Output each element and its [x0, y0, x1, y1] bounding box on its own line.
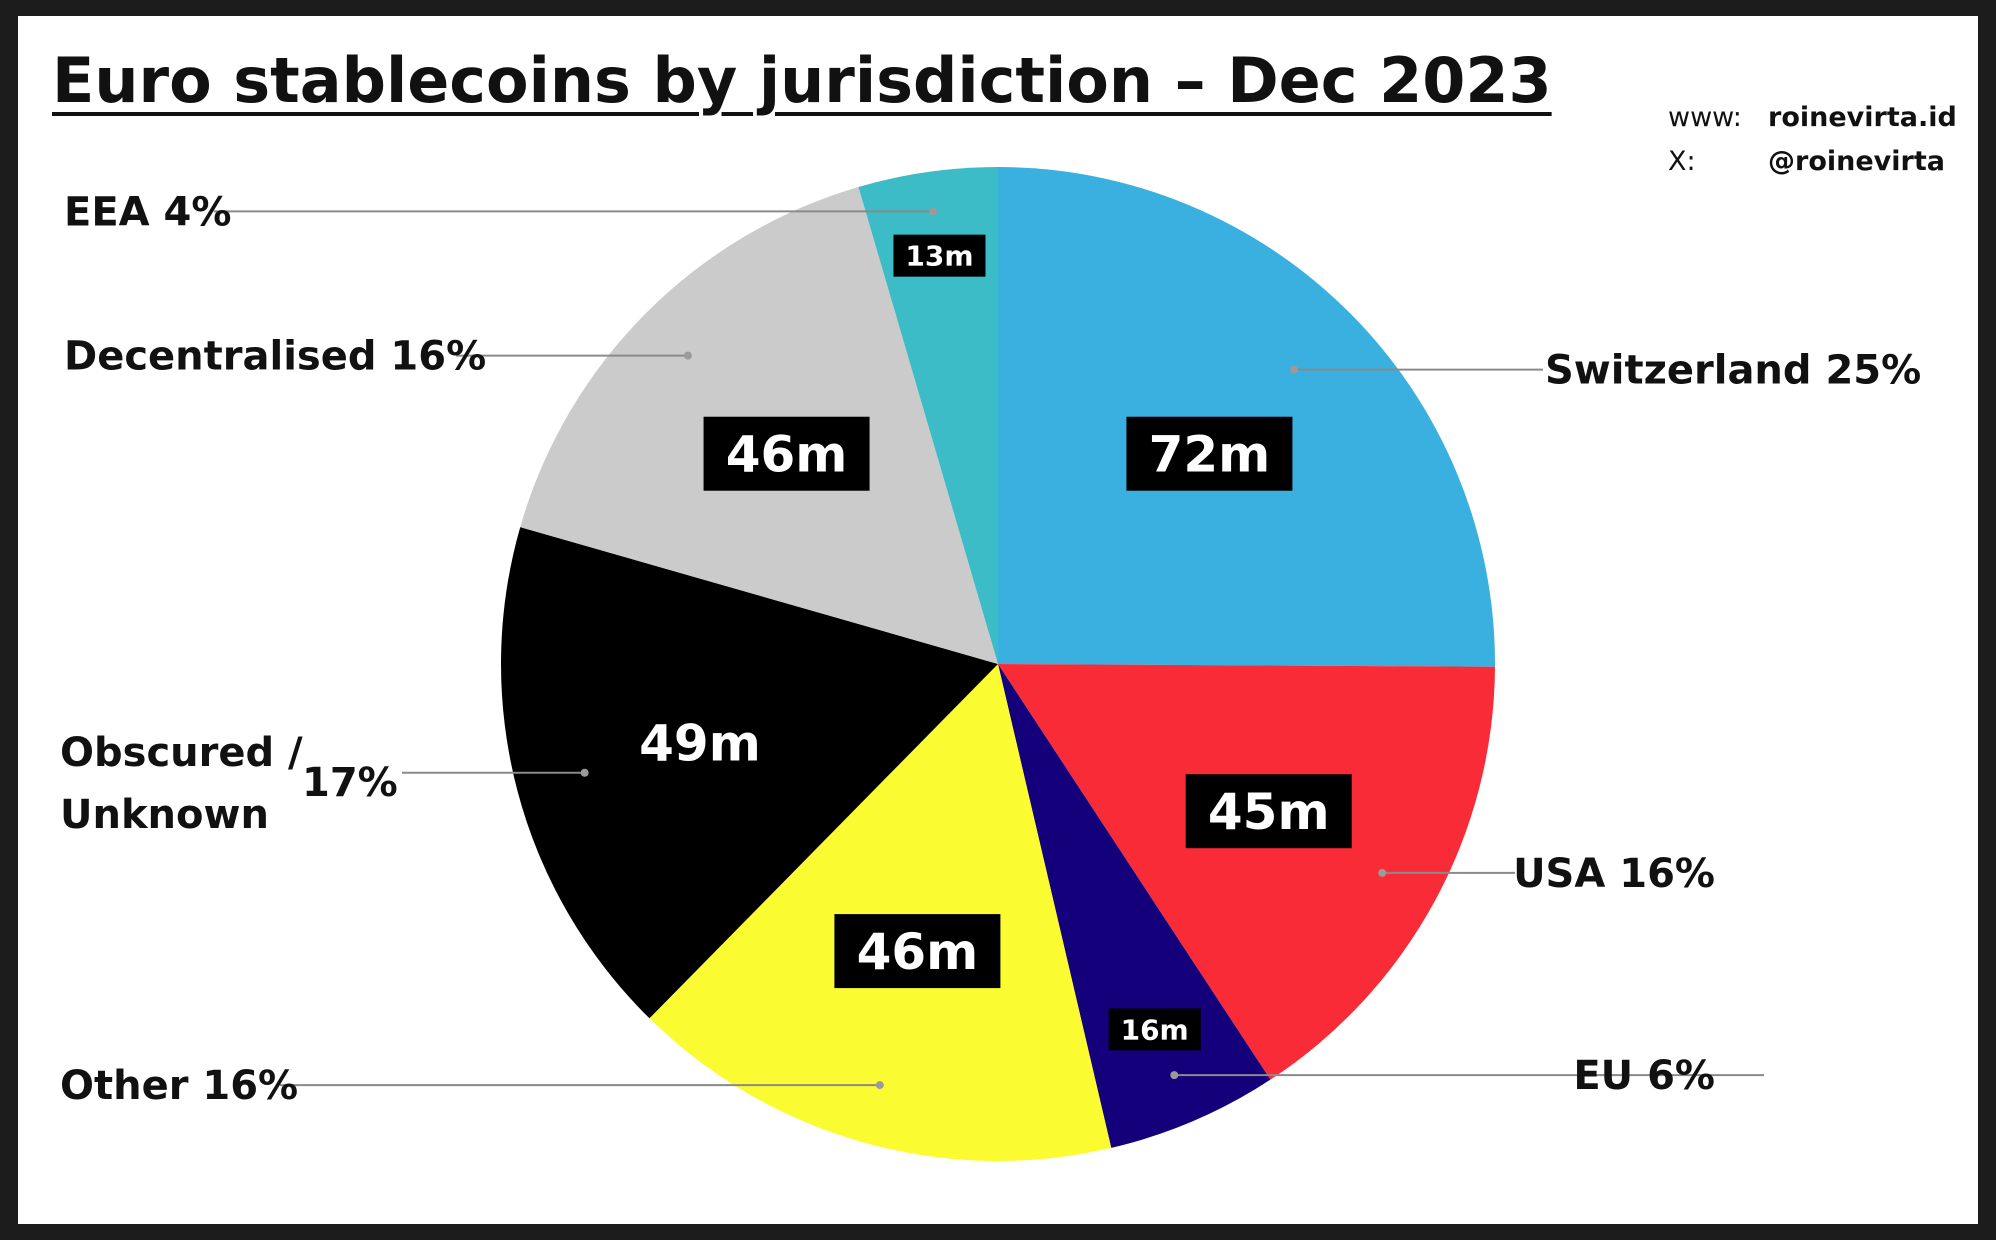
pie-slice-other [649, 664, 1112, 1161]
value-label-switzerland: 72m [1149, 426, 1271, 484]
value-box-usa [1185, 774, 1352, 849]
slice-label-other: Other 16% [60, 1063, 298, 1109]
value-box-eea [893, 234, 986, 277]
value-box-decentralised [703, 416, 870, 491]
credit-www: www: roinevirta.id [1668, 102, 1957, 133]
pie-slice-eu [998, 664, 1271, 1148]
value-box-switzerland [1126, 416, 1293, 491]
leader-dot-obscured-unknown [580, 768, 589, 777]
value-label-eea: 13m [905, 240, 973, 273]
chart-title: Euro stablecoins by jurisdiction – Dec 2… [52, 44, 1552, 117]
pie-slice-eea [858, 167, 998, 664]
leader-dot-other [875, 1081, 884, 1090]
slice-label-eea: EEA 4% [64, 189, 231, 235]
chart-frame: Euro stablecoins by jurisdiction – Dec 2… [18, 16, 1978, 1224]
value-box-eu [1108, 1008, 1201, 1051]
value-label-decentralised: 46m [726, 426, 848, 484]
slice-label-usa: USA 16% [1513, 851, 1715, 897]
credit-www-value: roinevirta.id [1768, 102, 1957, 133]
value-label-usa: 45m [1208, 783, 1330, 841]
pie-slice-usa [998, 664, 1495, 1080]
slice-percent-obscured-unknown: 17% [302, 760, 398, 806]
slice-label-switzerland: Switzerland 25% [1545, 348, 1921, 394]
value-label-obscured-unknown: 49m [639, 714, 761, 772]
leader-dot-decentralised [683, 351, 692, 360]
slice-label-eu: EU 6% [1573, 1053, 1715, 1099]
credit-x: X: @roinevirta [1668, 146, 1945, 177]
value-label-eu: 16m [1121, 1014, 1189, 1047]
leader-dot-usa [1378, 868, 1387, 877]
value-box-obscured-unknown [616, 705, 783, 780]
leader-dot-eu [1170, 1071, 1179, 1080]
leader-dot-eea [929, 207, 938, 216]
credit-x-key: X: [1668, 146, 1696, 177]
slice-label-decentralised: Decentralised 16% [64, 334, 486, 380]
slice-label-obscured-unknown: Obscured / Unknown [60, 730, 303, 838]
leader-dot-switzerland [1290, 365, 1299, 374]
credit-www-key: www: [1668, 102, 1742, 133]
pie-chart: Switzerland 25% USA 16% EU 6% Other 16% Obsc… [60, 167, 1921, 1161]
credit-x-value: @roinevirta [1768, 146, 1945, 177]
value-label-other: 46m [857, 923, 979, 981]
value-box-other [834, 914, 1001, 989]
